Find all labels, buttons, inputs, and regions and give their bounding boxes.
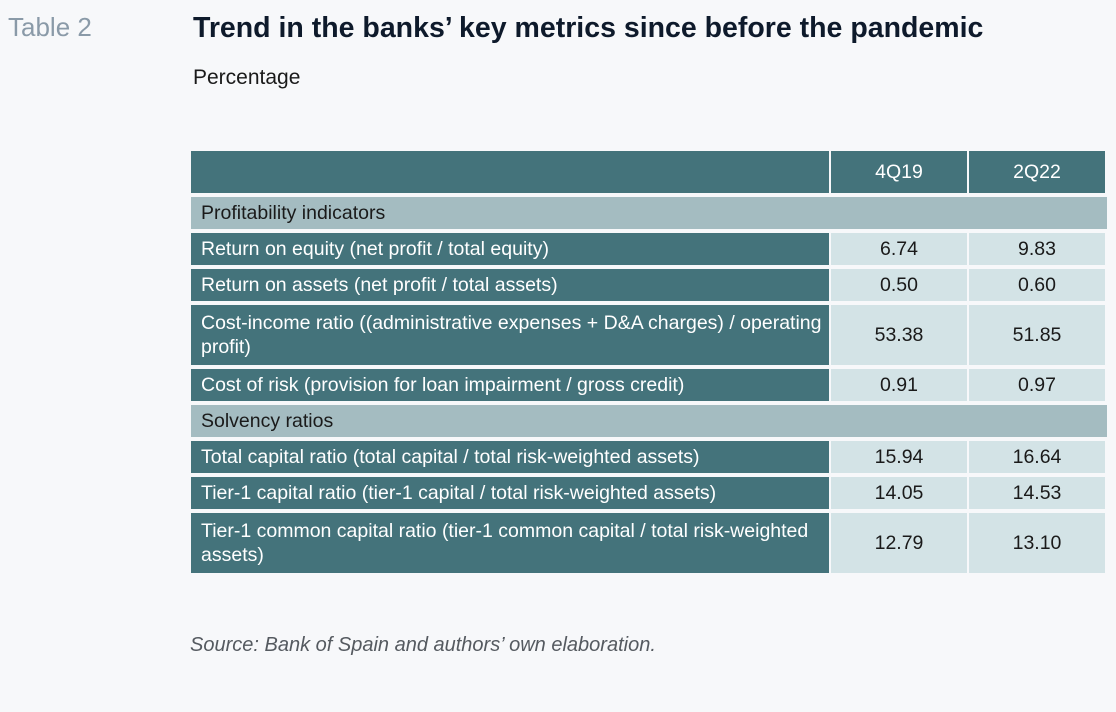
row-label: Tier-1 common capital ratio (tier-1 comm… [191,513,829,573]
value-cell: 14.05 [831,477,967,509]
table-row: Cost-income ratio ((administrative expen… [191,305,1107,365]
source-note: Source: Bank of Spain and authors’ own e… [190,634,656,656]
column-header-2q22: 2Q22 [969,151,1105,193]
table-row: Cost of risk (provision for loan impairm… [191,369,1107,401]
column-header-4q19: 4Q19 [831,151,967,193]
value-cell: 9.83 [969,233,1105,265]
value-cell: 0.97 [969,369,1105,401]
row-label: Return on equity (net profit / total equ… [191,233,829,265]
section-title-profitability: Profitability indicators [191,197,1107,229]
value-cell: 13.10 [969,513,1105,573]
value-cell: 16.64 [969,441,1105,473]
row-label: Cost-income ratio ((administrative expen… [191,305,829,365]
table-row: Tier-1 common capital ratio (tier-1 comm… [191,513,1107,573]
row-label: Tier-1 capital ratio (tier-1 capital / t… [191,477,829,509]
table-row: Return on assets (net profit / total ass… [191,269,1107,301]
metrics-table: 4Q19 2Q22 Profitability indicators Retur… [191,151,1107,577]
value-cell: 53.38 [831,305,967,365]
table-subtitle: Percentage [193,66,301,89]
value-cell: 12.79 [831,513,967,573]
table-row: Return on equity (net profit / total equ… [191,233,1107,265]
value-cell: 51.85 [969,305,1105,365]
table-title: Trend in the banks’ key metrics since be… [193,12,984,44]
value-cell: 14.53 [969,477,1105,509]
value-cell: 0.91 [831,369,967,401]
value-cell: 6.74 [831,233,967,265]
value-cell: 15.94 [831,441,967,473]
row-label: Total capital ratio (total capital / tot… [191,441,829,473]
value-cell: 0.50 [831,269,967,301]
header-empty-cell [191,151,829,193]
row-label: Cost of risk (provision for loan impairm… [191,369,829,401]
section-header-row: Profitability indicators [191,197,1107,229]
section-header-row: Solvency ratios [191,405,1107,437]
table-row: Tier-1 capital ratio (tier-1 capital / t… [191,477,1107,509]
row-label: Return on assets (net profit / total ass… [191,269,829,301]
table-header-row: 4Q19 2Q22 [191,151,1107,193]
table-number-label: Table 2 [8,12,92,42]
table-row: Total capital ratio (total capital / tot… [191,441,1107,473]
section-title-solvency: Solvency ratios [191,405,1107,437]
value-cell: 0.60 [969,269,1105,301]
